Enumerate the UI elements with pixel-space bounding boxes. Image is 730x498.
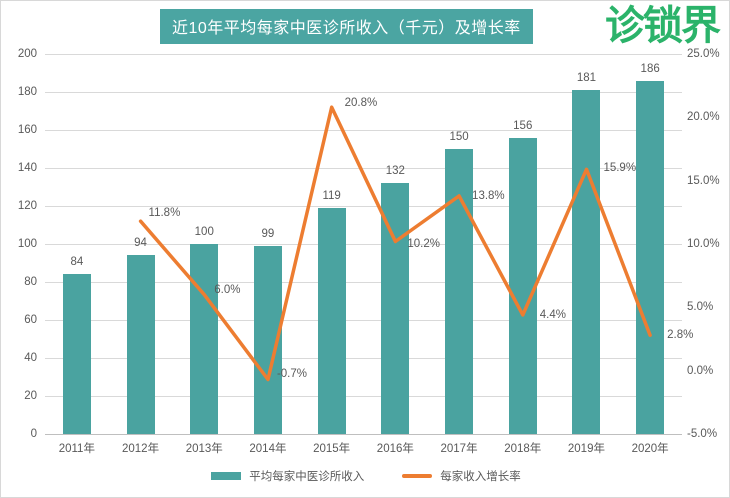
left-axis-tick-label: 180 — [17, 86, 37, 98]
left-axis-tick-label: 160 — [17, 124, 37, 136]
growth-rate-value-label: 6.0% — [214, 283, 241, 296]
bar — [381, 183, 410, 434]
right-axis-tick-label: 10.0% — [687, 238, 720, 250]
legend-label: 平均每家中医诊所收入 — [249, 471, 365, 483]
right-axis-tick-label: 5.0% — [687, 301, 714, 314]
gridline — [45, 53, 682, 55]
right-axis-tick-label: 15.0% — [687, 174, 720, 187]
left-axis-tick-label: 40 — [24, 352, 37, 364]
bar-value-label: 94 — [134, 237, 147, 250]
bar-value-label: 181 — [576, 72, 597, 85]
bar — [253, 245, 282, 434]
growth-rate-value-label: 15.9% — [603, 162, 637, 175]
bar — [190, 244, 219, 434]
bar — [445, 149, 474, 434]
bar-value-label: 186 — [640, 62, 660, 75]
x-axis-category-label: 2014年 — [249, 443, 287, 455]
legend: 平均每家中医诊所收入 每家收入增长率 — [1, 468, 729, 484]
bar-value-label: 150 — [449, 131, 469, 143]
x-axis-category-label: 2017年 — [440, 443, 478, 455]
bar-value-label: 100 — [194, 226, 214, 238]
growth-rate-value-label: 20.8% — [344, 97, 378, 110]
bar-value-label: 99 — [261, 227, 275, 240]
growth-rate-value-label: -0.7% — [276, 367, 307, 380]
bar-series-swatch — [211, 472, 242, 480]
left-axis-tick-label: 120 — [17, 200, 37, 212]
bar-value-label: 84 — [70, 256, 84, 269]
x-axis-category-label: 2019年 — [567, 443, 605, 455]
bar — [508, 137, 537, 434]
x-axis-category-label: 2012年 — [122, 443, 160, 455]
left-axis-tick-label: 200 — [17, 48, 37, 60]
bar — [572, 90, 601, 434]
left-axis-tick-label: 20 — [24, 390, 37, 402]
x-axis-category-label: 2013年 — [185, 443, 223, 455]
growth-rate-value-label: 11.8% — [148, 207, 181, 220]
right-axis-tick-label: 20.0% — [687, 111, 720, 124]
left-axis-tick-label: 140 — [17, 162, 37, 174]
chart-title: 近10年平均每家中医诊所收入（千元）及增长率 — [160, 9, 533, 44]
bar — [317, 207, 346, 434]
right-axis-tick-label: 25.0% — [687, 48, 720, 60]
left-axis-tick-label: 100 — [17, 238, 37, 250]
brand-logo: 诊锁界 — [605, 4, 721, 48]
x-axis-category-label: 2020年 — [631, 443, 669, 455]
bar — [62, 274, 91, 434]
bar — [636, 80, 665, 434]
legend-item-line-series: 每家收入增长率 — [402, 468, 521, 484]
line-series-swatch — [402, 474, 433, 478]
right-axis-tick-label: 0.0% — [687, 364, 714, 377]
bar — [126, 255, 155, 434]
x-axis-category-label: 2016年 — [376, 443, 414, 455]
legend-label: 每家收入增长率 — [440, 471, 521, 483]
x-axis-category-label: 2015年 — [313, 443, 351, 455]
bar-value-label: 156 — [513, 119, 533, 132]
growth-rate-value-label: 2.8% — [667, 329, 694, 342]
growth-rate-value-label: 4.4% — [539, 308, 566, 321]
growth-rate-value-label: 10.2% — [407, 238, 440, 251]
x-axis-category-label: 2018年 — [504, 443, 542, 455]
legend-item-bar-series: 平均每家中医诊所收入 — [211, 468, 364, 484]
bar-value-label: 132 — [385, 165, 405, 178]
x-axis-category-label: 2011年 — [58, 443, 95, 455]
bar-value-label: 119 — [322, 189, 341, 202]
left-axis-tick-label: 0 — [30, 428, 37, 440]
left-axis-tick-label: 60 — [24, 314, 37, 326]
left-axis-tick-label: 80 — [24, 276, 37, 288]
right-axis-tick-label: -5.0% — [687, 428, 718, 440]
growth-rate-value-label: 13.8% — [472, 189, 505, 202]
